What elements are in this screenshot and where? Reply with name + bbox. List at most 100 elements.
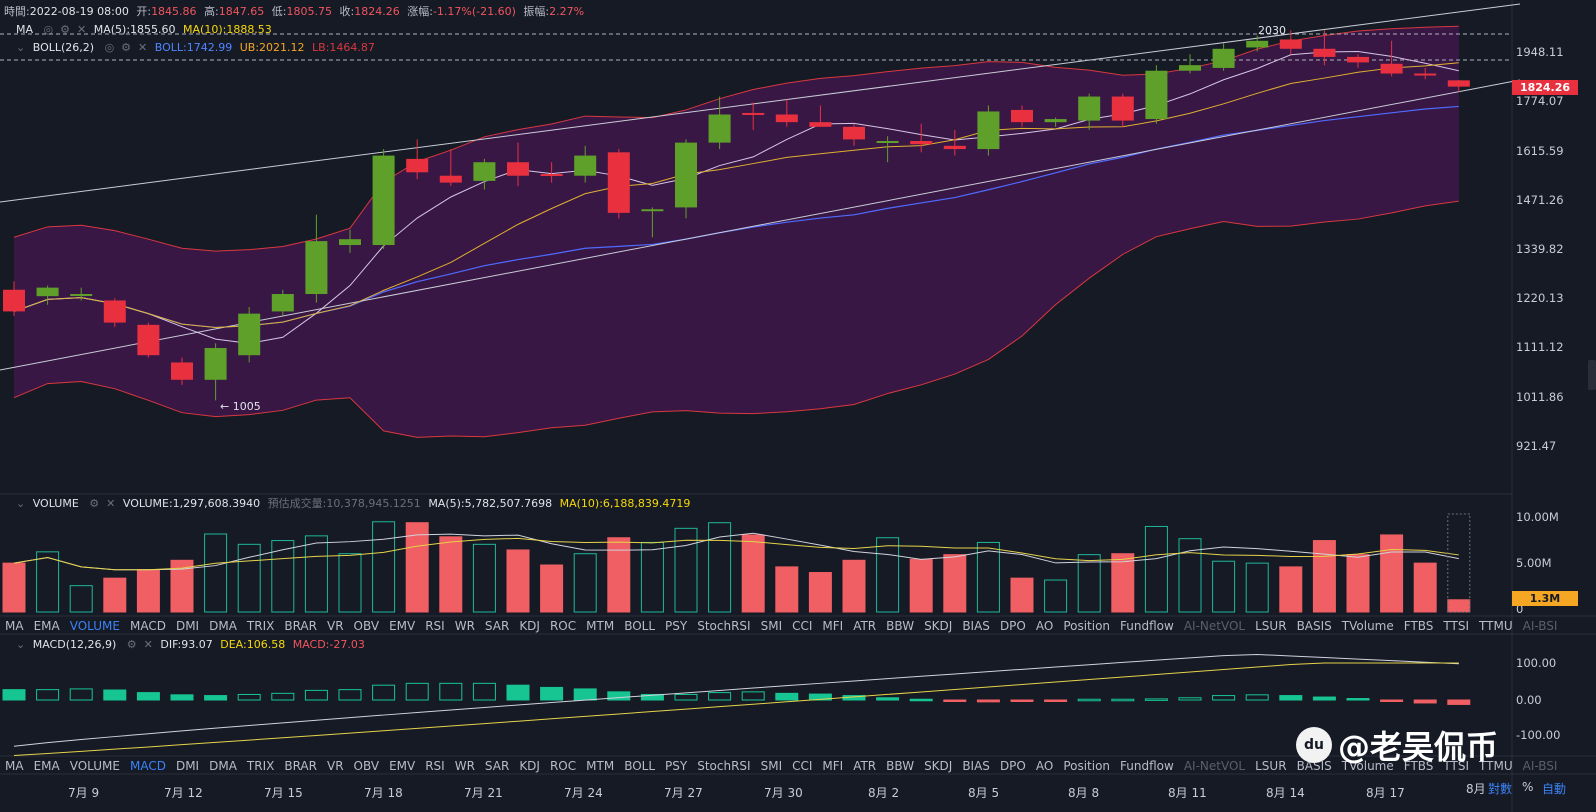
indicator-tab-roc[interactable]: ROC [549,759,577,773]
indicator-tab-ai-netvol[interactable]: AI-NetVOL [1183,619,1246,633]
indicator-tab-basis[interactable]: BASIS [1296,619,1332,633]
indicator-tab-lsur[interactable]: LSUR [1255,759,1287,773]
indicator-tab-lsur[interactable]: LSUR [1255,619,1287,633]
indicator-tab-fundflow[interactable]: Fundflow [1120,759,1174,773]
indicator-tab-volume[interactable]: VOLUME [69,619,120,633]
percent-toggle[interactable]: % [1522,780,1534,794]
indicator-tab-skdj[interactable]: SKDJ [924,619,953,633]
indicator-tab-cci[interactable]: CCI [792,759,813,773]
indicator-tab-smi[interactable]: SMI [760,759,783,773]
chevron-down-icon[interactable]: ⌄ [16,638,26,651]
indicator-tab-tvolume[interactable]: TVolume [1341,619,1394,633]
scroll-handle[interactable] [1588,360,1596,390]
auto-toggle[interactable]: 自動 [1542,782,1567,796]
eye-icon[interactable]: ◎ [104,41,115,54]
indicator-tab-ma[interactable]: MA [5,619,24,633]
indicator-tab-kdj[interactable]: KDJ [519,619,540,633]
indicator-tab-wr[interactable]: WR [454,759,475,773]
chevron-down-icon[interactable]: ⌄ [16,497,26,510]
settings-icon[interactable]: ⚙ [89,497,100,510]
indicator-tab-atr[interactable]: ATR [853,759,877,773]
indicator-tab-rsi[interactable]: RSI [425,759,445,773]
indicator-tab-brar[interactable]: BRAR [284,619,317,633]
indicator-tab-psy[interactable]: PSY [665,619,688,633]
ma-name[interactable]: MA [16,23,34,36]
indicator-tab-ftbs[interactable]: FTBS [1403,619,1434,633]
indicator-tab-ai-bsi[interactable]: AI-BSI [1522,619,1558,633]
indicator-tab-dmi[interactable]: DMI [175,619,200,633]
indicator-tab-ao[interactable]: AO [1035,619,1054,633]
indicator-tab-dpo[interactable]: DPO [999,619,1026,633]
indicator-tab-atr[interactable]: ATR [853,619,877,633]
indicator-tab-ttsi[interactable]: TTSI [1443,619,1470,633]
close-icon[interactable]: ✕ [77,23,87,36]
indicator-tab-ema[interactable]: EMA [33,759,60,773]
indicator-tab-ema[interactable]: EMA [33,619,60,633]
indicator-tab-smi[interactable]: SMI [760,619,783,633]
indicator-tab-macd[interactable]: MACD [129,619,166,633]
indicator-tab-obv[interactable]: OBV [353,759,380,773]
indicator-tab-trix[interactable]: TRIX [246,619,275,633]
indicator-tab-ttmu[interactable]: TTMU [1479,759,1513,773]
indicator-tab-position[interactable]: Position [1063,619,1111,633]
indicator-tab-vr[interactable]: VR [326,759,344,773]
indicator-tab-kdj[interactable]: KDJ [519,759,540,773]
close-icon[interactable]: ✕ [143,638,153,651]
indicator-tab-dpo[interactable]: DPO [999,759,1026,773]
close-icon[interactable]: ✕ [138,41,148,54]
indicator-tab-mfi[interactable]: MFI [822,759,844,773]
chevron-down-icon[interactable]: ⌄ [16,41,26,54]
indicator-tab-vr[interactable]: VR [326,619,344,633]
indicator-tab-ai-bsi[interactable]: AI-BSI [1522,759,1558,773]
indicator-tab-ai-netvol[interactable]: AI-NetVOL [1183,759,1246,773]
indicator-tab-skdj[interactable]: SKDJ [924,759,953,773]
indicator-tab-emv[interactable]: EMV [389,619,416,633]
indicator-tab-boll[interactable]: BOLL [624,759,656,773]
indicator-tab-dmi[interactable]: DMI [175,759,200,773]
indicator-tab-emv[interactable]: EMV [389,759,416,773]
indicator-tab-stochrsi[interactable]: StochRSI [697,759,751,773]
indicator-tab-ttmu[interactable]: TTMU [1479,619,1513,633]
indicator-tab-rsi[interactable]: RSI [425,619,445,633]
close-icon[interactable]: ✕ [106,497,116,510]
indicator-tab-ttsi[interactable]: TTSI [1443,759,1470,773]
indicator-tab-dma[interactable]: DMA [209,759,237,773]
indicator-tab-trix[interactable]: TRIX [246,759,275,773]
indicator-tab-ftbs[interactable]: FTBS [1403,759,1434,773]
indicator-tab-ao[interactable]: AO [1035,759,1054,773]
settings-icon[interactable]: ⚙ [60,23,70,36]
indicator-tab-basis[interactable]: BASIS [1296,759,1332,773]
indicator-tab-psy[interactable]: PSY [665,759,688,773]
indicator-tab-obv[interactable]: OBV [353,619,380,633]
boll-name[interactable]: BOLL(26,2) [32,41,95,54]
eye-icon[interactable]: ◎ [43,23,54,36]
indicator-tab-fundflow[interactable]: Fundflow [1120,619,1174,633]
indicator-tab-sar[interactable]: SAR [484,619,510,633]
indicator-tab-bias[interactable]: BIAS [962,759,990,773]
indicator-tab-tvolume[interactable]: TVolume [1341,759,1394,773]
indicator-tab-bias[interactable]: BIAS [962,619,990,633]
indicator-tab-mtm[interactable]: MTM [586,619,615,633]
indicator-tab-mfi[interactable]: MFI [822,619,844,633]
indicator-tab-mtm[interactable]: MTM [586,759,615,773]
indicator-tab-roc[interactable]: ROC [549,619,577,633]
volume-name[interactable]: VOLUME [32,497,79,510]
indicator-tab-bbw[interactable]: BBW [886,759,915,773]
indicator-tab-boll[interactable]: BOLL [624,619,656,633]
indicator-tab-cci[interactable]: CCI [792,619,813,633]
indicator-tab-wr[interactable]: WR [454,619,475,633]
log-toggle[interactable]: 對數 [1488,782,1513,796]
indicator-tab-dma[interactable]: DMA [209,619,237,633]
indicator-tab-position[interactable]: Position [1063,759,1111,773]
indicator-tab-stochrsi[interactable]: StochRSI [697,619,751,633]
settings-icon[interactable]: ⚙ [121,41,132,54]
indicator-tab-ma[interactable]: MA [5,759,24,773]
indicator-tab-bbw[interactable]: BBW [886,619,915,633]
indicator-tab-macd[interactable]: MACD [129,759,166,773]
macd-name[interactable]: MACD(12,26,9) [32,638,117,651]
indicator-tab-brar[interactable]: BRAR [284,759,317,773]
indicator-tab-sar[interactable]: SAR [484,759,510,773]
indicator-tab-volume[interactable]: VOLUME [69,759,120,773]
settings-icon[interactable]: ⚙ [126,638,137,651]
